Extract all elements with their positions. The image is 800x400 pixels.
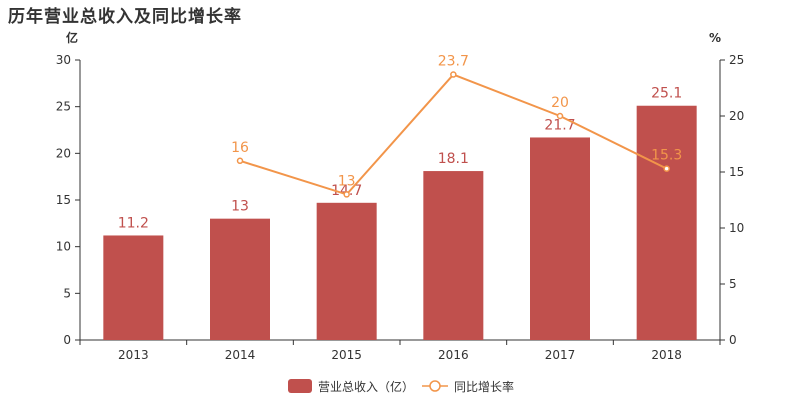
- left-tick-label: 0: [63, 333, 71, 347]
- line-point: [343, 191, 350, 198]
- left-tick-label: 20: [56, 146, 71, 160]
- line-data-label: 23.7: [438, 54, 469, 70]
- left-axis-unit: 亿: [66, 30, 78, 45]
- line-data-label: 13: [338, 173, 356, 189]
- bar: [636, 105, 697, 340]
- line-data-label: 20: [551, 95, 569, 111]
- right-tick-label: 20: [729, 109, 744, 123]
- legend-label-bar: 营业总收入（亿）: [318, 379, 414, 394]
- x-tick-label: 2015: [331, 348, 362, 362]
- legend-swatch-bar: [288, 379, 312, 393]
- legend-label-line: 同比增长率: [454, 379, 514, 394]
- line-point: [663, 165, 670, 172]
- bar: [210, 218, 270, 340]
- line-data-label: 15.3: [651, 148, 682, 164]
- bar-data-label: 18.1: [438, 151, 469, 167]
- bar-data-label: 13: [231, 199, 249, 215]
- left-tick-label: 15: [56, 193, 71, 207]
- bar-data-label: 11.2: [118, 215, 149, 231]
- right-tick-label: 25: [729, 53, 744, 67]
- left-tick-label: 25: [56, 100, 71, 114]
- bar: [530, 137, 590, 340]
- x-tick-label: 2014: [225, 348, 256, 362]
- line-data-label: 16: [231, 140, 249, 156]
- line-point: [236, 157, 244, 165]
- chart-title: 历年营业总收入及同比增长率: [8, 7, 242, 27]
- bar: [103, 235, 164, 340]
- right-tick-label: 10: [729, 221, 744, 235]
- bar: [423, 171, 484, 340]
- legend-swatch-marker: [429, 380, 441, 392]
- bar: [316, 202, 377, 340]
- right-tick-label: 0: [729, 333, 737, 347]
- bar-data-label: 25.1: [651, 86, 682, 102]
- bar-data-label: 21.7: [544, 117, 575, 133]
- right-tick-label: 5: [729, 277, 737, 291]
- x-tick-label: 2018: [651, 348, 682, 362]
- left-tick-label: 5: [63, 286, 71, 300]
- x-tick-label: 2013: [118, 348, 149, 362]
- x-tick-label: 2017: [545, 348, 576, 362]
- x-tick-label: 2016: [438, 348, 469, 362]
- right-axis-unit: %: [709, 31, 721, 45]
- left-tick-label: 30: [56, 53, 71, 67]
- right-tick-label: 15: [729, 165, 744, 179]
- line-point: [556, 112, 564, 120]
- line-point: [450, 71, 457, 78]
- left-tick-label: 10: [56, 240, 71, 254]
